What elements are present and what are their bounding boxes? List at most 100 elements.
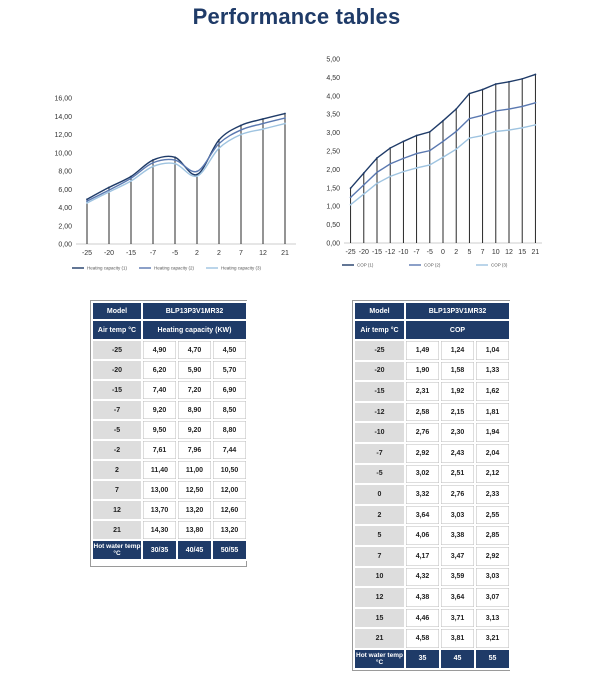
y-tick-label: 12,00 xyxy=(54,132,72,139)
y-tick-label: 3,00 xyxy=(326,130,340,137)
x-tick-label: 12 xyxy=(259,250,267,257)
value-cell: 3,21 xyxy=(473,627,512,650)
air-temp-cell: 21 xyxy=(91,519,143,541)
data-point xyxy=(362,172,365,174)
value-cell: 4,70 xyxy=(176,339,213,361)
x-tick-label: 15 xyxy=(518,249,526,256)
table-row: -20 6,20 5,90 5,70 xyxy=(91,359,249,381)
heating-capacity-table: Model BLP13P3V1MR32 Air temp °C Heating … xyxy=(91,301,249,561)
x-tick-label: 5 xyxy=(467,249,471,256)
x-tick-label: -7 xyxy=(150,250,156,257)
cop-label: COP xyxy=(403,319,512,341)
air-temp-cell: 10 xyxy=(353,565,406,589)
x-tick-label: -10 xyxy=(398,249,408,256)
data-point xyxy=(362,193,365,195)
table-row: -7 2,92 2,43 2,04 xyxy=(353,441,512,465)
table-row: -7 9,20 8,90 8,50 xyxy=(91,399,249,421)
heating-capacity-label: Heating capacity (KW) xyxy=(140,319,249,341)
data-point xyxy=(508,80,510,83)
table-row: 2 11,40 11,00 10,50 xyxy=(91,459,249,481)
legend-label: Heating capacity (2) xyxy=(154,266,195,271)
table-row: 12 4,38 3,64 3,07 xyxy=(353,586,512,609)
value-cell: 2,31 xyxy=(404,380,441,403)
data-point xyxy=(349,187,352,190)
value-cell: 1,62 xyxy=(473,380,512,403)
data-point xyxy=(108,186,110,189)
value-cell: 3,64 xyxy=(404,503,441,527)
data-point xyxy=(468,92,471,95)
y-tick-label: 2,00 xyxy=(326,167,340,174)
data-point xyxy=(455,148,458,151)
air-temp-cell: -7 xyxy=(91,399,143,421)
value-cell: 3,03 xyxy=(473,565,512,589)
value-cell: 3,07 xyxy=(473,586,512,609)
data-point xyxy=(349,203,352,206)
value-cell: 2,55 xyxy=(473,503,512,527)
air-temp-cell: 12 xyxy=(91,499,143,521)
x-tick-label: 12 xyxy=(505,249,513,256)
value-cell: 4,06 xyxy=(404,524,441,547)
data-point xyxy=(130,180,132,182)
air-temp-cell: -7 xyxy=(353,441,406,465)
legend-label: COP (1) xyxy=(357,263,374,268)
data-point xyxy=(174,159,176,161)
table-row: -5 3,02 2,51 2,12 xyxy=(353,462,512,486)
data-point xyxy=(86,198,88,201)
value-cell: 2,76 xyxy=(404,421,441,444)
data-point xyxy=(284,117,286,119)
value-cell: 1,81 xyxy=(473,400,512,424)
value-cell: 3,71 xyxy=(439,606,476,630)
legend-label: Heating capacity (3) xyxy=(221,266,262,271)
data-point xyxy=(240,133,242,136)
y-tick-label: 2,00 xyxy=(58,223,72,230)
data-point xyxy=(376,171,378,174)
y-tick-label: 5,00 xyxy=(326,57,340,64)
legend-label: COP (2) xyxy=(424,263,441,268)
data-point xyxy=(442,156,444,159)
data-point xyxy=(494,109,497,112)
value-cell: 3,38 xyxy=(439,524,476,547)
value-cell: 14,30 xyxy=(141,519,178,541)
y-tick-label: 14,00 xyxy=(54,114,72,121)
value-cell: 6,20 xyxy=(141,359,178,381)
value-cell: 12,50 xyxy=(176,479,213,501)
value-cell: 3,47 xyxy=(439,544,476,568)
x-tick-label: 2 xyxy=(454,249,458,256)
value-cell: 5,90 xyxy=(176,359,213,381)
data-point xyxy=(534,123,537,126)
value-cell: 1,33 xyxy=(473,359,512,383)
air-temp-cell: -15 xyxy=(91,379,143,401)
data-point xyxy=(428,130,431,133)
value-cell: 9,20 xyxy=(176,419,213,441)
data-point xyxy=(152,161,154,164)
hot-water-temp-value: 55 xyxy=(473,647,512,670)
value-cell: 1,49 xyxy=(404,339,441,362)
x-tick-label: 21 xyxy=(532,249,540,256)
x-tick-label: 2 xyxy=(195,250,199,257)
value-cell: 1,92 xyxy=(439,380,476,403)
model-label: Model xyxy=(353,301,406,321)
legend-label: Heating capacity (1) xyxy=(87,266,128,271)
table-row: -25 1,49 1,24 1,04 xyxy=(353,339,512,362)
table-row: 7 4,17 3,47 2,92 xyxy=(353,544,512,568)
air-temp-cell: 5 xyxy=(353,524,406,547)
value-cell: 1,04 xyxy=(473,339,512,362)
data-point xyxy=(86,200,88,203)
y-tick-label: 4,00 xyxy=(58,205,72,212)
data-point xyxy=(508,108,510,110)
data-point xyxy=(284,112,286,115)
data-point xyxy=(428,164,431,166)
y-tick-label: 6,00 xyxy=(58,187,72,194)
hot-water-temp-value: 30/35 xyxy=(141,539,178,561)
data-point xyxy=(521,126,524,129)
data-point xyxy=(468,117,471,120)
value-cell: 3,02 xyxy=(404,462,441,486)
hot-water-temp-label: Hot water temp °C xyxy=(91,539,143,561)
series-line xyxy=(86,117,286,202)
y-tick-label: 4,50 xyxy=(326,75,340,82)
data-point xyxy=(349,196,352,199)
x-tick-label: -5 xyxy=(427,249,433,256)
x-tick-label: -5 xyxy=(172,250,178,257)
air-temp-cell: -5 xyxy=(353,462,406,486)
cop-chart: 0,00 0,50 1,00 1,50 2,00 2,50 3,00 3,50 4,00 4,50… xyxy=(326,57,542,268)
